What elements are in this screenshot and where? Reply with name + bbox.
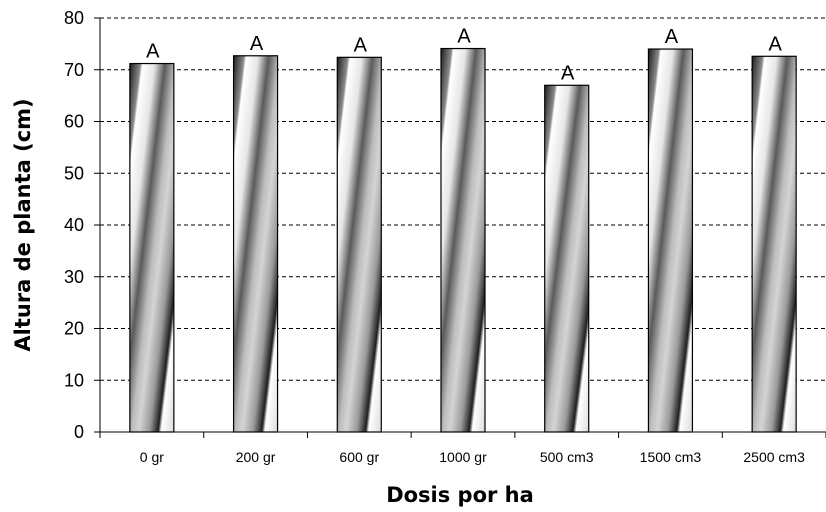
x-axis-title: Dosis por ha (386, 483, 534, 507)
y-tick-label: 20 (64, 319, 84, 339)
y-tick-label: 30 (64, 267, 84, 287)
bar (751, 55, 797, 433)
y-axis-title: Altura de planta (cm) (11, 98, 35, 351)
y-tick-label: 10 (64, 370, 84, 390)
data-label: A (354, 34, 368, 56)
axes (94, 17, 826, 438)
data-label: A (146, 41, 160, 63)
bar (440, 47, 486, 433)
x-tick-label: 500 cm3 (540, 449, 594, 465)
y-tick-label: 80 (64, 8, 84, 28)
y-tick-label: 0 (74, 422, 84, 442)
data-label: A (561, 62, 575, 84)
x-tick-label: 200 gr (236, 449, 276, 465)
data-label: A (457, 26, 471, 48)
y-tick-label: 40 (64, 215, 84, 235)
x-tick-label: 1000 gr (439, 449, 487, 465)
bar (336, 56, 382, 433)
data-labels: A A A A A A A (146, 26, 782, 85)
bar (647, 48, 694, 433)
gridlines (100, 17, 826, 381)
x-tick-label: 2500 cm3 (743, 449, 805, 465)
bar (232, 55, 279, 433)
x-tick-label: 0 gr (140, 449, 164, 465)
x-category-labels: 0 gr 200 gr 600 gr 1000 gr 500 cm3 1500 cm3 25… (140, 449, 805, 465)
bar (544, 84, 590, 433)
data-label: A (250, 33, 264, 55)
y-tick-label: 60 (64, 112, 84, 132)
y-tick-label: 70 (64, 60, 84, 80)
y-tick-labels: 0 10 20 30 40 50 60 70 80 (64, 8, 84, 442)
x-tick-label: 600 gr (339, 449, 379, 465)
x-tick-label: 1500 cm3 (640, 449, 702, 465)
bars (129, 47, 797, 433)
data-label: A (665, 26, 679, 48)
data-label: A (768, 33, 782, 55)
y-tick-label: 50 (64, 163, 84, 183)
bar (129, 62, 175, 433)
